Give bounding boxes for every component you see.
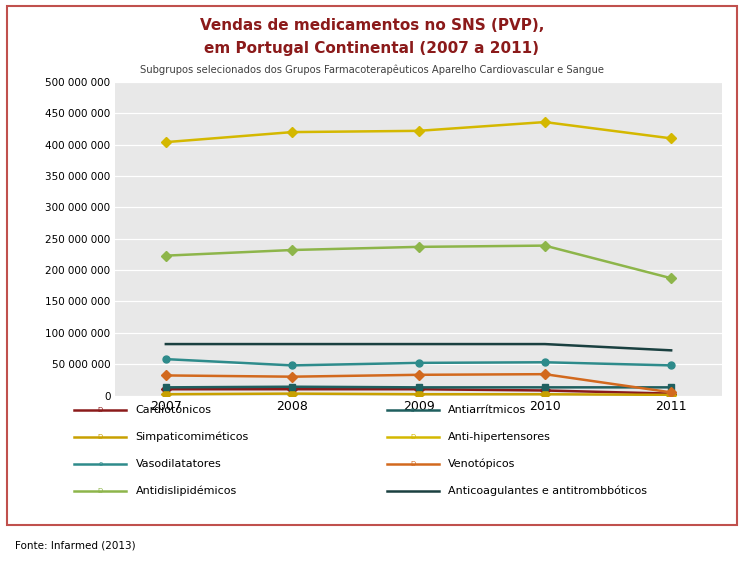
- Text: Antidislipidémicos: Antidislipidémicos: [135, 486, 237, 496]
- Text: Vasodilatatores: Vasodilatatores: [135, 459, 221, 469]
- Text: Antiarrítmicos: Antiarrítmicos: [448, 405, 526, 415]
- Text: D: D: [410, 434, 416, 440]
- Text: Subgrupos selecionados dos Grupos Farmacoterapêuticos Aparelho Cardiovascular e : Subgrupos selecionados dos Grupos Farmac…: [140, 65, 604, 75]
- Text: Fonte: Infarmed (2013): Fonte: Infarmed (2013): [15, 540, 135, 550]
- Text: D: D: [410, 461, 416, 467]
- Text: Anti-hipertensores: Anti-hipertensores: [448, 432, 551, 442]
- Text: Vendas de medicamentos no SNS (PVP),: Vendas de medicamentos no SNS (PVP),: [200, 18, 544, 33]
- Text: Cardiotónicos: Cardiotónicos: [135, 405, 211, 415]
- Text: s: s: [411, 407, 414, 412]
- Text: D: D: [97, 488, 103, 494]
- Text: o: o: [98, 461, 103, 467]
- Text: Anticoagulantes e antitrombbóticos: Anticoagulantes e antitrombbóticos: [448, 486, 647, 496]
- Text: D: D: [97, 434, 103, 440]
- Text: Simpaticomiméticos: Simpaticomiméticos: [135, 432, 248, 442]
- Text: Venotópicos: Venotópicos: [448, 459, 516, 469]
- Text: em Portugal Continental (2007 a 2011): em Portugal Continental (2007 a 2011): [205, 41, 539, 55]
- Text: D: D: [97, 407, 103, 412]
